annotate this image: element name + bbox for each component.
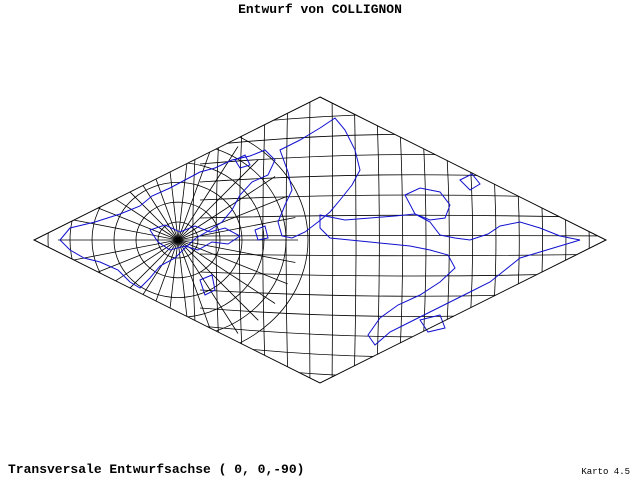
coastline [149,224,241,251]
title: Entwurf von COLLIGNON [238,2,402,17]
graticule-line [113,182,243,298]
graticule-line [375,97,380,383]
projection-outline [32,96,608,384]
coastline [59,149,276,289]
axis-note: Transversale Entwurfsachse ( 0, 0,-90) [8,462,304,477]
version-label: Karto 4.5 [581,467,630,477]
coastline [199,154,481,333]
graticule-line [157,221,199,259]
graticule-line [199,253,606,257]
coastline [277,117,361,239]
graticule-line [353,97,357,383]
graticule-line [199,235,606,237]
coastline [319,213,581,346]
coastlines [59,117,581,346]
graticule-line [331,97,334,383]
graticule-line [309,97,311,383]
